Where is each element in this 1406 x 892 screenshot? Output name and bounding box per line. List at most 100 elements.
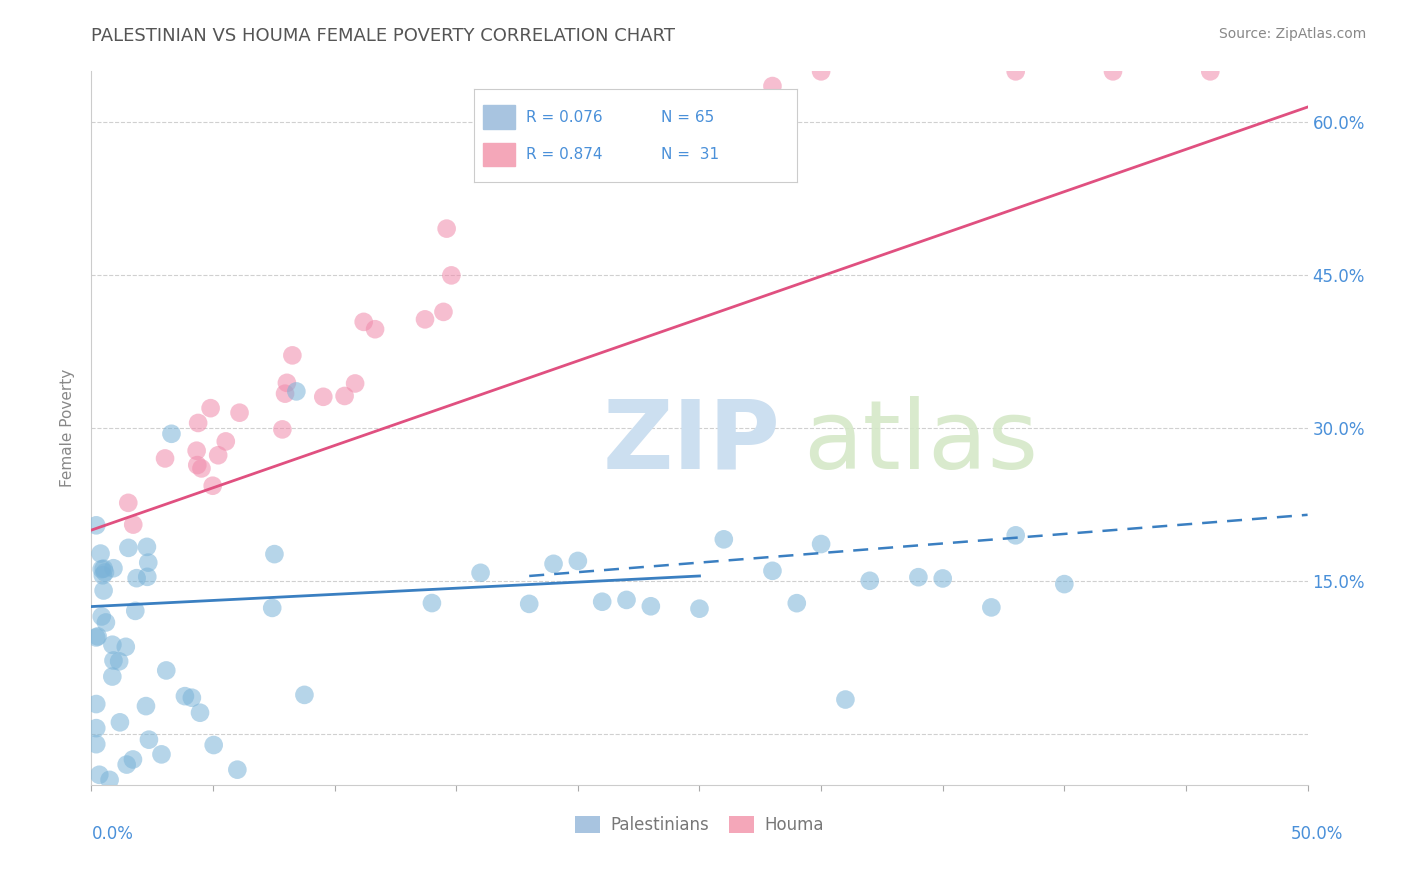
- Point: [94, 615, 117, 630]
- Point: [188, 706, 211, 720]
- Point: [200, 401, 222, 416]
- Point: [207, 448, 229, 462]
- Point: [228, 406, 250, 420]
- Point: [285, 384, 308, 399]
- Point: [688, 128, 710, 142]
- Point: [616, 593, 638, 607]
- Point: [834, 692, 856, 706]
- Point: [226, 763, 249, 777]
- Point: [1053, 577, 1076, 591]
- Point: [517, 597, 540, 611]
- Point: [91, 568, 114, 582]
- Point: [160, 426, 183, 441]
- Y-axis label: Female Poverty: Female Poverty: [60, 369, 76, 487]
- Point: [117, 496, 139, 510]
- Point: [312, 390, 335, 404]
- Point: [190, 461, 212, 475]
- Point: [761, 564, 783, 578]
- Point: [90, 562, 112, 576]
- Legend: Palestinians, Houma: Palestinians, Houma: [568, 809, 831, 841]
- Point: [688, 601, 710, 615]
- Point: [810, 64, 832, 78]
- Point: [263, 547, 285, 561]
- Point: [136, 556, 159, 570]
- Point: [155, 664, 177, 678]
- Point: [274, 386, 297, 401]
- Point: [125, 571, 148, 585]
- Point: [294, 688, 316, 702]
- Point: [440, 268, 463, 283]
- Point: [281, 348, 304, 362]
- Point: [115, 757, 138, 772]
- Point: [591, 595, 613, 609]
- Text: ZIP: ZIP: [602, 396, 780, 489]
- Point: [353, 315, 375, 329]
- Point: [84, 697, 107, 711]
- Point: [1004, 528, 1026, 542]
- Point: [122, 752, 145, 766]
- Point: [103, 561, 125, 575]
- Point: [931, 571, 953, 585]
- Point: [103, 653, 125, 667]
- Point: [271, 422, 294, 436]
- Point: [98, 772, 121, 787]
- Point: [117, 541, 139, 555]
- Point: [567, 554, 589, 568]
- Point: [101, 669, 124, 683]
- Point: [187, 416, 209, 430]
- Point: [980, 600, 1002, 615]
- Point: [186, 458, 208, 472]
- Text: atlas: atlas: [803, 396, 1038, 489]
- Point: [640, 599, 662, 614]
- Point: [84, 737, 107, 751]
- Point: [122, 517, 145, 532]
- Point: [420, 596, 443, 610]
- Point: [436, 221, 458, 235]
- Point: [136, 570, 159, 584]
- Point: [114, 640, 136, 654]
- Point: [470, 566, 492, 580]
- Point: [262, 601, 284, 615]
- Point: [276, 376, 298, 390]
- Point: [1004, 64, 1026, 78]
- Text: Source: ZipAtlas.com: Source: ZipAtlas.com: [1219, 27, 1367, 41]
- Point: [153, 451, 176, 466]
- Text: 50.0%: 50.0%: [1291, 825, 1343, 843]
- Point: [713, 533, 735, 547]
- Point: [186, 443, 208, 458]
- Point: [89, 768, 111, 782]
- Point: [84, 721, 107, 735]
- Point: [108, 715, 131, 730]
- Point: [108, 654, 131, 668]
- Point: [89, 547, 111, 561]
- Text: PALESTINIAN VS HOUMA FEMALE POVERTY CORRELATION CHART: PALESTINIAN VS HOUMA FEMALE POVERTY CORR…: [91, 27, 675, 45]
- Point: [84, 631, 107, 645]
- Point: [201, 479, 224, 493]
- Point: [859, 574, 882, 588]
- Point: [215, 434, 238, 449]
- Point: [761, 78, 783, 93]
- Point: [907, 570, 929, 584]
- Point: [413, 312, 436, 326]
- Point: [180, 690, 202, 705]
- Point: [786, 596, 808, 610]
- Point: [202, 738, 225, 752]
- Point: [135, 540, 157, 554]
- Point: [135, 699, 157, 714]
- Point: [138, 732, 160, 747]
- Point: [344, 376, 367, 391]
- Point: [93, 562, 115, 576]
- Text: 0.0%: 0.0%: [91, 825, 134, 843]
- Point: [86, 629, 108, 643]
- Point: [174, 689, 197, 703]
- Point: [101, 638, 124, 652]
- Point: [432, 305, 454, 319]
- Point: [543, 557, 565, 571]
- Point: [364, 322, 387, 336]
- Point: [84, 518, 107, 533]
- Point: [810, 537, 832, 551]
- Point: [333, 389, 356, 403]
- Point: [94, 566, 117, 580]
- Point: [90, 609, 112, 624]
- Point: [1102, 64, 1125, 78]
